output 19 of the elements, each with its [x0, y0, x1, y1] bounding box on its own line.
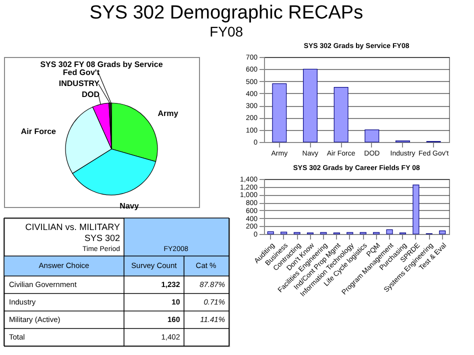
bar [303, 68, 318, 142]
slice-label: Navy [120, 201, 140, 210]
bar [364, 130, 380, 142]
bar [334, 87, 348, 142]
slice-label: Army [158, 109, 179, 118]
text: SYS 302 [84, 233, 120, 243]
bar [412, 184, 420, 234]
slice-label: Air Force [20, 127, 57, 136]
bar [267, 231, 274, 234]
slice-label: Fed Gov't [62, 68, 100, 77]
text: SYS 302 Demographic RECAPs [90, 2, 364, 24]
text: CIVILIAN vs. MILITARY [25, 222, 120, 232]
text: FY08 [210, 24, 244, 40]
slice-label: INDUSTRY [58, 79, 100, 88]
bar [272, 83, 287, 142]
chart-title: SYS 302 FY 08 Grads by Service [40, 60, 164, 69]
slice-label: DOD [82, 90, 100, 99]
bar [439, 230, 446, 234]
bar [386, 229, 393, 234]
